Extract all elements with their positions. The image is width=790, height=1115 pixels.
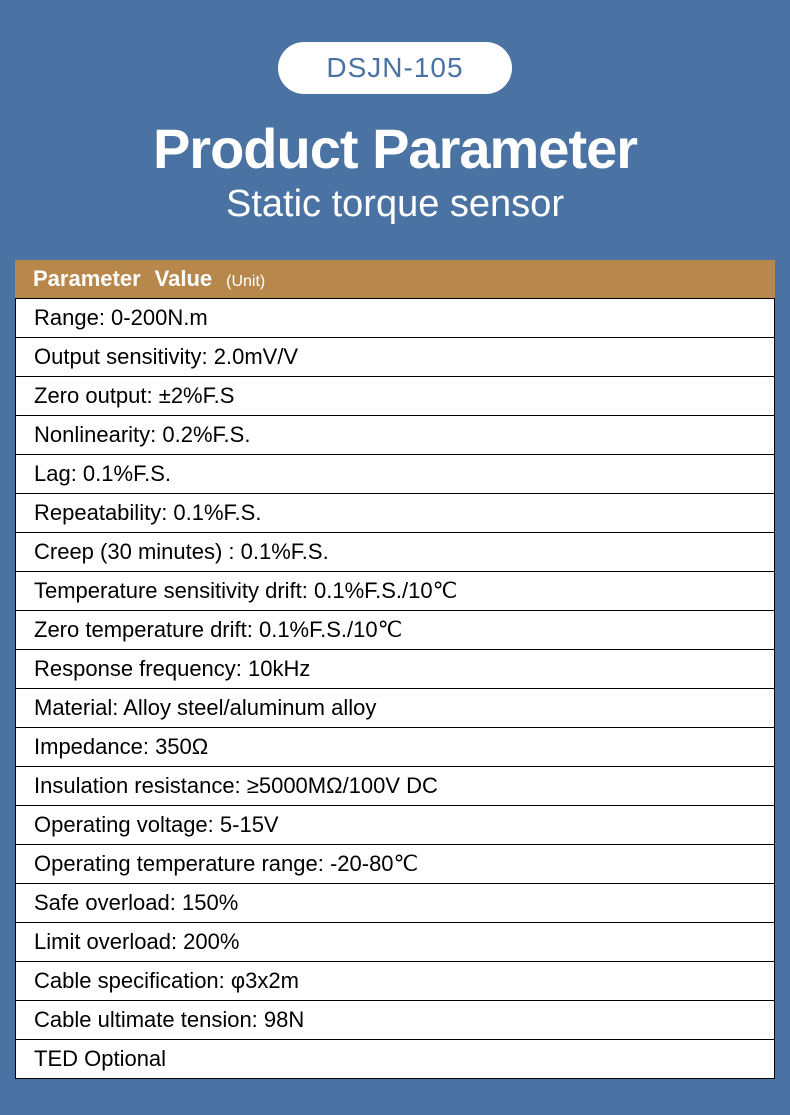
table-row: Nonlinearity: 0.2%F.S.	[15, 416, 775, 455]
table-row: Limit overload: 200%	[15, 923, 775, 962]
header: DSJN-105 Product Parameter Static torque…	[0, 0, 790, 226]
table-row: Zero output: ±2%F.S	[15, 377, 775, 416]
table-row: Creep (30 minutes) : 0.1%F.S.	[15, 533, 775, 572]
parameter-table: Parameter Value (Unit) Range: 0-200N.mOu…	[15, 260, 775, 1079]
table-row: Temperature sensitivity drift: 0.1%F.S./…	[15, 572, 775, 611]
table-row: Response frequency: 10kHz	[15, 650, 775, 689]
page-subtitle: Static torque sensor	[0, 183, 790, 226]
table-row: Cable ultimate tension: 98N	[15, 1001, 775, 1040]
thead-unit: (Unit)	[226, 273, 265, 291]
table-row: Repeatability: 0.1%F.S.	[15, 494, 775, 533]
table-row: Cable specification: φ3x2m	[15, 962, 775, 1001]
table-row: Zero temperature drift: 0.1%F.S./10℃	[15, 611, 775, 650]
table-row: Insulation resistance: ≥5000MΩ/100V DC	[15, 767, 775, 806]
thead-parameter: Parameter	[33, 266, 141, 292]
thead-value: Value	[155, 266, 212, 292]
model-pill: DSJN-105	[278, 42, 511, 94]
table-row: Range: 0-200N.m	[15, 298, 775, 338]
table-row: Impedance: 350Ω	[15, 728, 775, 767]
table-row: Safe overload: 150%	[15, 884, 775, 923]
table-header: Parameter Value (Unit)	[15, 260, 775, 298]
table-row: Lag: 0.1%F.S.	[15, 455, 775, 494]
table-row: Operating temperature range: -20-80℃	[15, 845, 775, 884]
page-title: Product Parameter	[0, 116, 790, 181]
table-row: Material: Alloy steel/aluminum alloy	[15, 689, 775, 728]
table-row: Operating voltage: 5-15V	[15, 806, 775, 845]
table-row: Output sensitivity: 2.0mV/V	[15, 338, 775, 377]
table-row: TED Optional	[15, 1040, 775, 1079]
